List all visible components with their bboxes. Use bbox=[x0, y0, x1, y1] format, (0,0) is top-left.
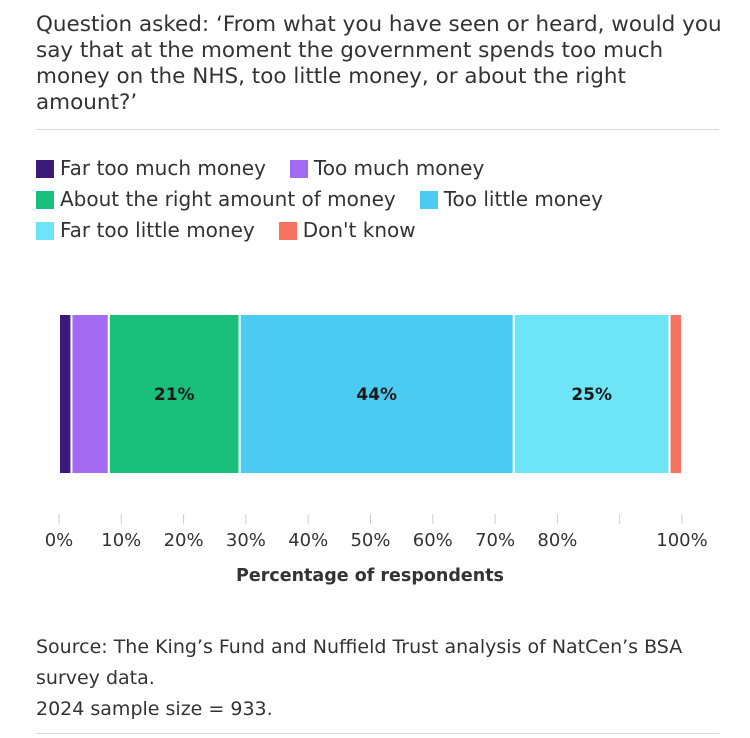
bar-segment bbox=[58, 313, 73, 475]
x-tick-label: 0% bbox=[45, 530, 74, 551]
data-label: 44% bbox=[356, 385, 397, 405]
source-text: Source: The King’s Fund and Nuffield Tru… bbox=[36, 636, 683, 689]
bar-segment bbox=[238, 313, 515, 475]
legend-item: Don't know bbox=[278, 218, 416, 243]
bar-segment bbox=[512, 313, 671, 475]
legend-swatch bbox=[278, 221, 297, 240]
legend-item: Far too much money bbox=[36, 156, 266, 181]
top-divider bbox=[36, 129, 719, 130]
bottom-divider bbox=[36, 733, 719, 734]
x-tick-label: 60% bbox=[413, 530, 453, 551]
stacked-bar-chart: 0% 10% 20% 30% 40% 50% 60% 70% 80% 100% 21% 44% 25% bbox=[45, 313, 708, 551]
legend-item: Too much money bbox=[289, 156, 485, 181]
x-tick-label: 80% bbox=[537, 530, 577, 551]
x-tick-label: 40% bbox=[288, 530, 328, 551]
data-label: 21% bbox=[154, 385, 195, 405]
x-axis-title: Percentage of respondents bbox=[236, 566, 504, 586]
legend-label: About the right amount of money bbox=[60, 187, 396, 211]
chart-legend: Far too much money Too much money About th… bbox=[36, 156, 726, 243]
source-note: Source: The King’s Fund and Nuffield Tru… bbox=[36, 632, 726, 725]
legend-label: Far too much money bbox=[60, 156, 266, 180]
legend-swatch bbox=[36, 221, 54, 240]
legend-swatch bbox=[289, 159, 308, 178]
legend-swatch bbox=[36, 190, 54, 209]
bar-segment bbox=[70, 313, 110, 475]
legend-label: Don't know bbox=[302, 218, 416, 242]
sample-size-text: 2024 sample size = 933. bbox=[36, 698, 273, 720]
legend-label: Too little money bbox=[443, 187, 603, 211]
x-tick-label: 10% bbox=[101, 530, 141, 551]
question-text: Question asked: ‘From what you have seen… bbox=[36, 12, 722, 115]
legend-swatch bbox=[36, 159, 54, 178]
legend-item: Far too little money bbox=[36, 218, 255, 243]
x-tick-label: 100% bbox=[656, 530, 707, 551]
data-label: 25% bbox=[571, 385, 612, 405]
x-tick-label: 30% bbox=[226, 530, 266, 551]
x-tick-label: 70% bbox=[475, 530, 515, 551]
legend-label: Far too little money bbox=[60, 218, 255, 242]
legend-item: About the right amount of money bbox=[36, 187, 396, 212]
x-tick-label: 50% bbox=[350, 530, 390, 551]
legend-swatch bbox=[419, 190, 438, 209]
legend-label: Too much money bbox=[313, 156, 485, 180]
bar-segment bbox=[668, 313, 683, 475]
legend-item: Too little money bbox=[419, 187, 603, 212]
bar-segment bbox=[107, 313, 241, 475]
x-tick-label: 20% bbox=[164, 530, 204, 551]
